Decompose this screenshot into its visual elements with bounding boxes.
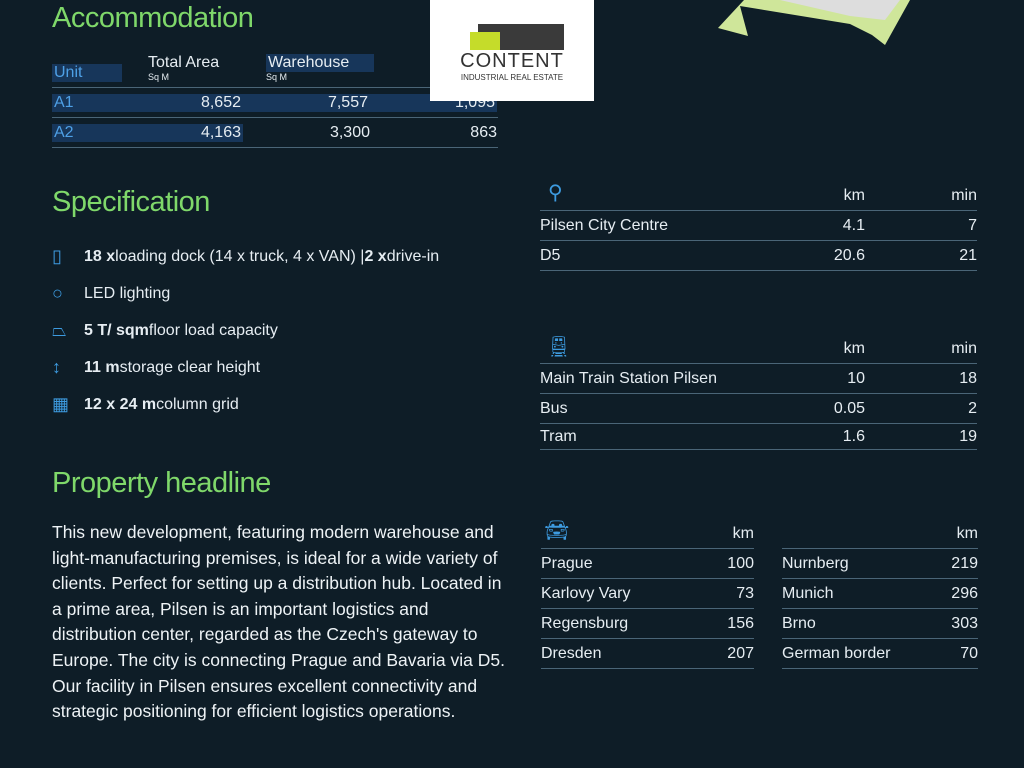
location-pin-icon: ⚲ bbox=[548, 182, 563, 204]
table-row: D5 20.6 21 bbox=[540, 241, 977, 271]
headline-text: This new development, featuring modern w… bbox=[52, 522, 505, 722]
table-header: Unit Total Area Sq M Warehouse Sq M bbox=[52, 53, 498, 88]
door-icon: ▯ bbox=[52, 246, 62, 266]
table-row: Regensburg 156 bbox=[541, 609, 754, 639]
weight-icon: ⏢ bbox=[52, 320, 67, 340]
logo-mark bbox=[470, 23, 564, 50]
specification-list: ▯ 18 x loading dock (14 x truck, 4 x VAN)… bbox=[52, 238, 439, 423]
list-item: ○ LED lighting bbox=[52, 283, 171, 303]
site-plan-graphic bbox=[718, 0, 910, 45]
height-arrow-icon: ↕ bbox=[52, 357, 61, 377]
table-row: German border 70 bbox=[782, 639, 978, 669]
car-table-left: km Prague 100 Karlovy Vary 73 Regensburg 15… bbox=[541, 519, 754, 669]
table-row: A1 8,652 7,557 1,095 bbox=[52, 88, 498, 118]
content-logo: CONTENT INDUSTRIAL REAL ESTATE bbox=[430, 0, 594, 101]
header-warehouse: Warehouse Sq M bbox=[248, 53, 374, 91]
table-row: Dresden 207 bbox=[541, 639, 754, 669]
table-row: Munich 296 bbox=[782, 579, 978, 609]
grid-icon: ▦ bbox=[52, 394, 70, 414]
location-table: km min Pilsen City Centre 4.1 7 D5 20.6 21 bbox=[540, 181, 977, 271]
table-row: Bus 0.05 2 bbox=[540, 394, 977, 424]
accommodation-title: Accommodation bbox=[52, 2, 254, 34]
table-row: Nurnberg 219 bbox=[782, 549, 978, 579]
table-row: Tram 1.6 19 bbox=[540, 424, 977, 450]
train-table: km min Main Train Station Pilsen 10 18 Bus 0… bbox=[540, 334, 977, 450]
accommodation-table: Unit Total Area Sq M Warehouse Sq M A1 8,6… bbox=[52, 53, 498, 148]
header-unit: Unit bbox=[52, 63, 122, 82]
header-total-area: Total Area Sq M bbox=[148, 53, 220, 82]
table-row: Pilsen City Centre 4.1 7 bbox=[540, 211, 977, 241]
list-item: ▯ 18 x loading dock (14 x truck, 4 x VAN)… bbox=[52, 246, 440, 266]
table-row: A2 4,163 3,300 863 bbox=[52, 118, 498, 148]
table-row: Brno 303 bbox=[782, 609, 978, 639]
table-row: Prague 100 bbox=[541, 549, 754, 579]
train-icon: 🚆︎ bbox=[546, 336, 572, 358]
list-item: ↕ 11 m storage clear height bbox=[52, 357, 261, 377]
list-item: ▦ 12 x 24 m column grid bbox=[52, 394, 239, 414]
table-row: Main Train Station Pilsen 10 18 bbox=[540, 364, 977, 394]
specification-title: Specification bbox=[52, 186, 210, 218]
lightbulb-icon: ○ bbox=[52, 283, 63, 303]
table-row: Karlovy Vary 73 bbox=[541, 579, 754, 609]
car-table-right: km Nurnberg 219 Munich 296 Brno 303 German … bbox=[782, 519, 978, 669]
list-item: ⏢ 5 T/ sqm floor load capacity bbox=[52, 320, 278, 340]
headline-title: Property headline bbox=[52, 467, 271, 499]
car-icon: 🚘︎ bbox=[544, 520, 570, 542]
